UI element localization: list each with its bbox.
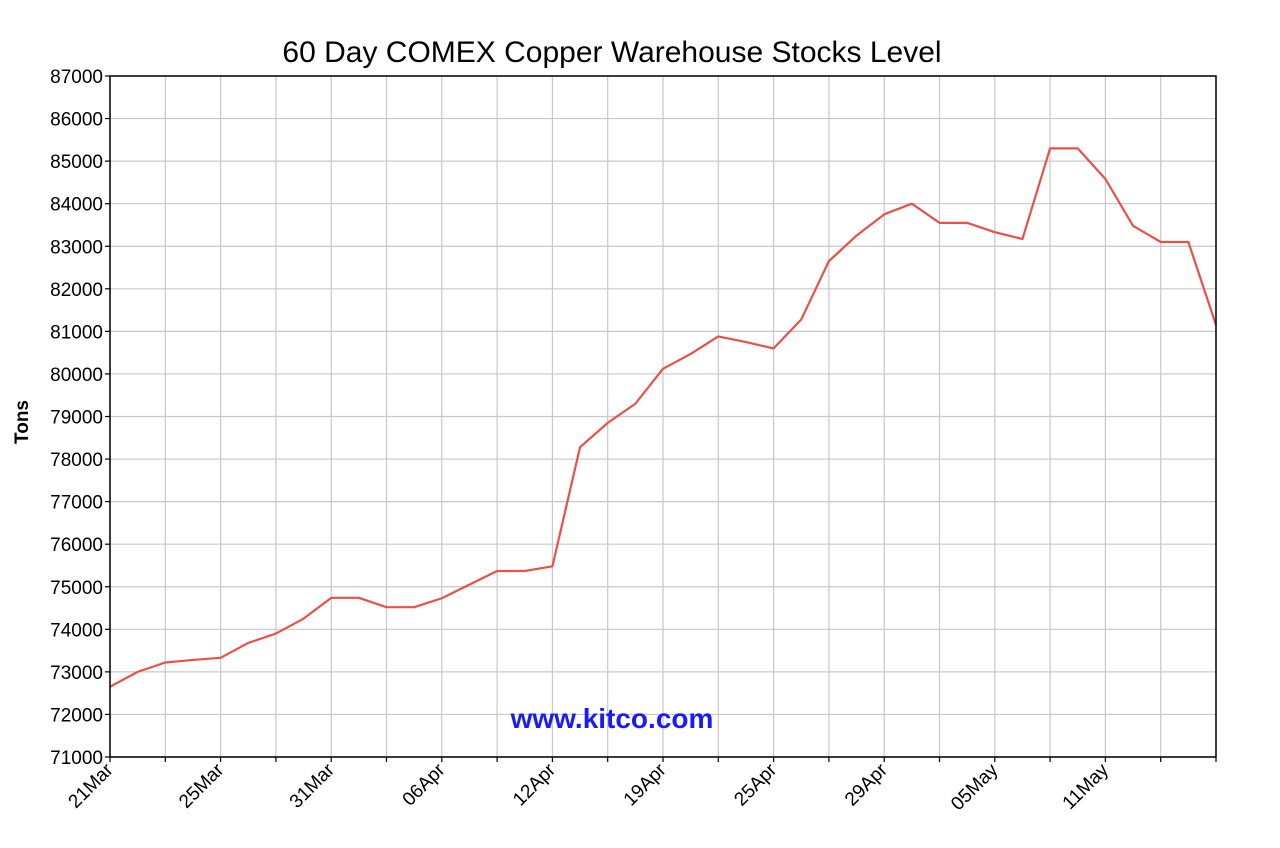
- chart-title: 60 Day COMEX Copper Warehouse Stocks Lev…: [282, 36, 941, 69]
- data-point: [799, 317, 803, 321]
- y-tick-label: 72000: [50, 705, 103, 726]
- data-point: [274, 632, 278, 636]
- grid-lines: [109, 75, 1217, 758]
- y-tick-label: 80000: [50, 365, 103, 386]
- data-point: [357, 596, 361, 600]
- x-tick-label: 29Apr: [841, 759, 892, 810]
- x-axis-ticks: 21Mar 25Mar 31Mar 06Apr 12Apr 19Apr 25Apr 29Apr…: [65, 757, 1217, 815]
- y-tick-label: 85000: [50, 152, 103, 173]
- data-point: [772, 346, 776, 350]
- x-tick-label: 25Mar: [175, 759, 228, 812]
- data-point: [938, 221, 942, 225]
- y-tick-label: 78000: [50, 450, 103, 471]
- data-point: [1159, 240, 1163, 244]
- data-point: [578, 445, 582, 449]
- data-point: [633, 402, 637, 406]
- x-tick-label: 25Apr: [730, 759, 781, 810]
- x-tick-label: 11May: [1059, 759, 1114, 814]
- data-point: [1020, 237, 1024, 241]
- data-point: [1131, 224, 1135, 228]
- y-tick-label: 74000: [50, 620, 103, 641]
- data-point: [661, 367, 665, 371]
- x-tick-label: 05May: [947, 759, 1003, 815]
- y-tick-label: 79000: [50, 408, 103, 429]
- data-point: [191, 658, 195, 662]
- y-tick-label: 87000: [50, 67, 103, 88]
- x-tick-label: 06Apr: [399, 759, 450, 810]
- data-point: [412, 605, 416, 609]
- data-point: [882, 212, 886, 216]
- data-point: [219, 656, 223, 660]
- data-point: [163, 661, 167, 665]
- data-point: [246, 641, 250, 645]
- series-line: [109, 147, 1218, 688]
- data-point: [689, 352, 693, 356]
- data-point: [965, 221, 969, 225]
- y-tick-label: 86000: [50, 110, 103, 131]
- y-tick-label: 73000: [50, 663, 103, 684]
- data-point: [467, 583, 471, 587]
- data-point: [385, 605, 389, 609]
- data-point: [716, 334, 720, 338]
- y-tick-label: 75000: [50, 578, 103, 599]
- series-layer: [109, 146, 1218, 688]
- x-tick-label: 12Apr: [509, 759, 560, 810]
- y-tick-label: 83000: [50, 237, 103, 258]
- data-point: [495, 569, 499, 573]
- data-point: [523, 569, 527, 573]
- data-point: [606, 421, 610, 425]
- y-tick-label: 84000: [50, 195, 103, 216]
- data-point: [993, 230, 997, 234]
- data-point: [1076, 146, 1080, 150]
- data-point: [302, 617, 306, 621]
- x-tick-label: 19Apr: [620, 759, 671, 810]
- data-point: [329, 596, 333, 600]
- data-point: [1103, 177, 1107, 181]
- data-point: [440, 596, 444, 600]
- x-tick-label: 31Mar: [286, 759, 339, 812]
- y-tick-label: 82000: [50, 280, 103, 301]
- y-tick-label: 77000: [50, 493, 103, 514]
- watermark-text: www.kitco.com: [510, 703, 714, 734]
- y-axis-label: Tons: [12, 400, 33, 444]
- y-axis-ticks: 71000 72000 73000 74000 75000 76000 77000 78000…: [50, 67, 110, 769]
- data-point: [910, 202, 914, 206]
- data-point: [1048, 146, 1052, 150]
- y-tick-label: 76000: [50, 535, 103, 556]
- data-point: [136, 670, 140, 674]
- data-point: [1186, 240, 1190, 244]
- data-point: [855, 234, 859, 238]
- data-point: [827, 259, 831, 263]
- data-point: [550, 564, 554, 568]
- y-tick-label: 81000: [50, 322, 103, 343]
- data-point: [744, 340, 748, 344]
- y-tick-label: 71000: [50, 748, 103, 769]
